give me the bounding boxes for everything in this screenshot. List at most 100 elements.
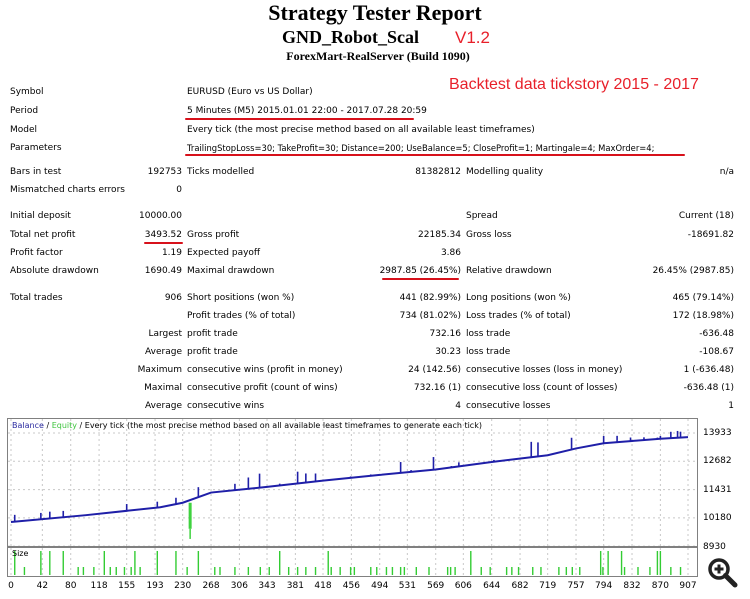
- period-underline: [185, 118, 414, 120]
- bars-label: Bars in test: [10, 167, 62, 177]
- x-tick-label: 907: [679, 581, 697, 591]
- x-tick-label: 870: [651, 581, 669, 591]
- y-tick-label: 13933: [703, 428, 732, 438]
- deposit-label: Initial deposit: [10, 211, 71, 221]
- magnifier-plus-icon: [708, 558, 738, 588]
- largest-loss-label: loss trade: [466, 329, 511, 339]
- max-drawdown-underline: [382, 278, 459, 280]
- maximal-cons-loss-label: consecutive loss (count of losses): [466, 383, 618, 393]
- chart-plot: [8, 419, 697, 576]
- x-tick-label: 306: [230, 581, 248, 591]
- x-tick-label: 80: [64, 581, 77, 591]
- server-info: ForexMart-RealServer (Build 1090): [286, 49, 470, 63]
- legend-balance: Balance: [12, 421, 44, 430]
- x-tick-label: 682: [511, 581, 529, 591]
- loss-trades-label: Loss trades (% of total): [466, 311, 571, 321]
- mismatched-label: Mismatched charts errors: [10, 185, 125, 195]
- avg-cons-wins-label: consecutive wins: [187, 401, 265, 411]
- short-label: Short positions (won %): [187, 293, 295, 303]
- spread-value: Current (18): [678, 211, 734, 221]
- x-tick-label: 42: [36, 581, 49, 591]
- rel-drawdown-value: 26.45% (2987.85): [652, 266, 734, 276]
- x-tick-label: 155: [118, 581, 136, 591]
- gross-profit-value: 22185.34: [418, 230, 461, 240]
- parameters-label: Parameters: [10, 143, 62, 153]
- symbol-value: EURUSD (Euro vs US Dollar): [187, 87, 313, 97]
- max-cons-wins-label: consecutive wins (profit in money): [187, 365, 343, 375]
- largest-label: Largest: [148, 329, 182, 339]
- x-tick-label: 719: [539, 581, 557, 591]
- period-label: Period: [10, 106, 39, 116]
- y-tick-label: 11431: [703, 485, 732, 495]
- spread-label: Spread: [466, 211, 498, 221]
- gross-loss-label: Gross loss: [466, 230, 512, 240]
- symbol-label: Symbol: [10, 87, 44, 97]
- x-tick-label: 456: [342, 581, 360, 591]
- avg-cons-losses-value: 1: [728, 401, 734, 411]
- gross-loss-value: -18691.82: [687, 230, 734, 240]
- gross-profit-label: Gross profit: [187, 230, 240, 240]
- x-tick-label: 794: [595, 581, 613, 591]
- x-tick-label: 268: [202, 581, 220, 591]
- abs-drawdown-value: 1690.49: [144, 266, 182, 276]
- quality-label: Modelling quality: [466, 167, 544, 177]
- avg-cons-losses-label: consecutive losses: [466, 401, 551, 411]
- average-loss-value: -108.67: [699, 347, 734, 357]
- version-annotation: V1.2: [455, 28, 490, 47]
- expected-payoff-value: 3.86: [440, 248, 461, 258]
- x-tick-label: 230: [174, 581, 192, 591]
- maximal-label: Maximal: [144, 383, 182, 393]
- rel-drawdown-label: Relative drawdown: [466, 266, 552, 276]
- robot-name: GND_Robot_Scal: [282, 27, 420, 47]
- x-tick-label: 644: [483, 581, 501, 591]
- x-tick-label: 569: [427, 581, 445, 591]
- abs-drawdown-label: Absolute drawdown: [10, 266, 99, 276]
- net-profit-value: 3493.52: [144, 230, 182, 240]
- x-tick-label: 418: [314, 581, 332, 591]
- legend-separator: /: [43, 421, 52, 430]
- parameters-value: TrailingStopLoss=30; TakeProfit=30; Dist…: [187, 143, 655, 153]
- size-panel-label: Size: [12, 549, 29, 558]
- quality-value: n/a: [719, 167, 734, 177]
- profit-trades-label: Profit trades (% of total): [187, 311, 296, 321]
- y-tick-label: 10180: [703, 513, 732, 523]
- profit-trades-value: 734 (81.02%): [399, 311, 461, 321]
- average-profit-value: 30.23: [435, 347, 461, 357]
- deposit-value: 10000.00: [139, 211, 182, 221]
- report-title: Strategy Tester Report: [268, 0, 482, 25]
- chart-legend: Balance / Equity / Every tick (the most …: [12, 421, 482, 431]
- bars-value: 192753: [147, 167, 182, 177]
- y-tick-label: 12682: [703, 456, 732, 466]
- x-tick-label: 0: [8, 581, 14, 591]
- model-label: Model: [10, 125, 38, 135]
- total-trades-value: 906: [164, 293, 182, 303]
- max-cons-wins-value: 24 (142.56): [408, 365, 461, 375]
- x-tick-label: 193: [146, 581, 164, 591]
- ticks-value: 81382812: [415, 167, 461, 177]
- x-tick-label: 381: [286, 581, 304, 591]
- x-tick-label: 343: [258, 581, 276, 591]
- balance-equity-chart: [7, 418, 698, 577]
- x-tick-label: 531: [398, 581, 416, 591]
- max-cons-losses-label: consecutive losses (loss in money): [466, 365, 623, 375]
- largest-profit-value: 732.16: [429, 329, 462, 339]
- net-profit-label: Total net profit: [10, 230, 76, 240]
- short-value: 441 (82.99%): [399, 293, 461, 303]
- total-trades-label: Total trades: [10, 293, 63, 303]
- expected-payoff-label: Expected payoff: [187, 248, 261, 258]
- net-profit-underline: [144, 242, 183, 244]
- max-drawdown-label: Maximal drawdown: [187, 266, 275, 276]
- maximal-cons-profit-label: consecutive profit (count of wins): [187, 383, 338, 393]
- average-label: Average: [145, 347, 182, 357]
- x-tick-label: 606: [454, 581, 472, 591]
- ticks-label: Ticks modelled: [187, 167, 255, 177]
- maximal-cons-profit-value: 732.16 (1): [413, 383, 461, 393]
- largest-loss-value: -636.48: [699, 329, 734, 339]
- max-drawdown-value: 2987.85 (26.45%): [379, 266, 461, 276]
- maximum-label: Maximum: [137, 365, 182, 375]
- loss-trades-value: 172 (18.98%): [672, 311, 734, 321]
- zoom-in-button[interactable]: [707, 557, 739, 589]
- x-tick-label: 757: [567, 581, 585, 591]
- model-value: Every tick (the most precise method base…: [187, 125, 535, 135]
- mismatched-value: 0: [176, 185, 182, 195]
